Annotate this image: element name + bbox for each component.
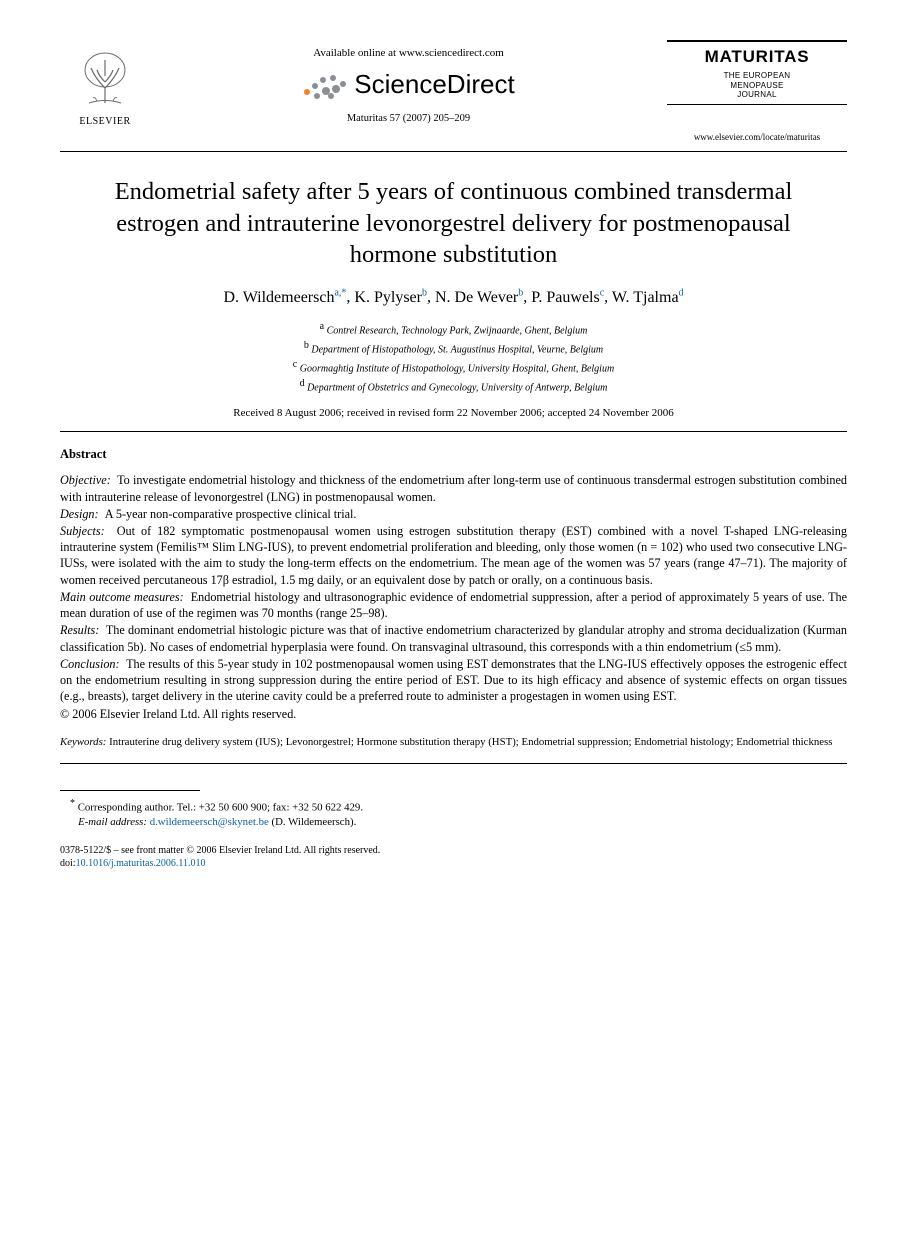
affiliation-text: Contrel Research, Technology Park, Zwijn… [327, 326, 588, 337]
available-online-text: Available online at www.sciencedirect.co… [150, 46, 667, 61]
abstract-conclusion: Conclusion: The results of this 5-year s… [60, 656, 847, 705]
affiliation-text: Goormaghtig Institute of Histopathology,… [300, 363, 614, 374]
author-item[interactable]: K. Pylyserb [354, 289, 427, 306]
affiliation-text: Department of Obstetrics and Gynecology,… [307, 382, 607, 393]
journal-name: MATURITAS [667, 46, 847, 69]
corresponding-mark: * [341, 287, 346, 298]
author-item[interactable]: N. De Weverb [435, 289, 523, 306]
section-label: Objective: [60, 473, 111, 487]
corr-mark: * [70, 798, 75, 809]
elsevier-label: ELSEVIER [60, 115, 150, 129]
journal-bottom-rule [667, 104, 847, 106]
section-text: The results of this 5-year study in 102 … [60, 657, 847, 703]
author-name: W. Tjalma [612, 289, 679, 306]
affiliation-item: a Contrel Research, Technology Park, Zwi… [60, 320, 847, 339]
abstract-top-rule [60, 431, 847, 432]
sciencedirect-logo: ScienceDirect [150, 67, 667, 102]
affiliation-item: b Department of Histopathology, St. Augu… [60, 339, 847, 358]
header-rule [60, 151, 847, 152]
keywords-label: Keywords: [60, 736, 106, 748]
journal-sub-b: MENOPAUSE [730, 81, 783, 90]
article-title: Endometrial safety after 5 years of cont… [90, 176, 817, 270]
section-label: Main outcome measures: [60, 590, 184, 604]
keywords-line: Keywords: Intrauterine drug delivery sys… [60, 735, 847, 750]
abstract-results: Results: The dominant endometrial histol… [60, 622, 847, 654]
journal-citation: Maturitas 57 (2007) 205–209 [150, 112, 667, 126]
elsevier-tree-icon [75, 48, 135, 108]
author-item[interactable]: P. Pauwelsc [531, 289, 604, 306]
journal-subtitle: THE EUROPEAN MENOPAUSE JOURNAL [667, 71, 847, 100]
corr-text: Corresponding author. Tel.: +32 50 600 9… [78, 802, 363, 814]
sciencedirect-dots-icon [302, 69, 348, 99]
page-footer: 0378-5122/$ – see front matter © 2006 El… [60, 844, 847, 871]
section-text: The dominant endometrial histologic pict… [60, 623, 847, 653]
author-name: D. Wildemeersch [223, 289, 334, 306]
corresponding-author: * Corresponding author. Tel.: +32 50 600… [70, 797, 847, 830]
doi-link[interactable]: 10.1016/j.maturitas.2006.11.010 [76, 858, 206, 869]
article-history: Received 8 August 2006; received in revi… [60, 406, 847, 421]
affiliations: a Contrel Research, Technology Park, Zwi… [60, 320, 847, 395]
abstract-copyright: © 2006 Elsevier Ireland Ltd. All rights … [60, 706, 847, 722]
abstract-design: Design: A 5-year non-comparative prospec… [60, 506, 847, 522]
abstract-body: Objective: To investigate endometrial hi… [60, 472, 847, 722]
affiliation-item: c Goormaghtig Institute of Histopatholog… [60, 358, 847, 377]
doi-label: doi: [60, 858, 76, 869]
journal-top-rule [667, 40, 847, 42]
doi-line: doi:10.1016/j.maturitas.2006.11.010 [60, 857, 847, 871]
email-label: E-mail address: [78, 816, 147, 828]
abstract-bottom-rule [60, 763, 847, 764]
header-center: Available online at www.sciencedirect.co… [150, 40, 667, 126]
sciencedirect-wordmark: ScienceDirect [354, 67, 514, 102]
author-name: P. Pauwels [531, 289, 599, 306]
section-label: Conclusion: [60, 657, 120, 671]
journal-sub-c: JOURNAL [737, 90, 776, 99]
abstract-outcome: Main outcome measures: Endometrial histo… [60, 589, 847, 621]
footnote-rule [60, 790, 200, 791]
abstract-heading: Abstract [60, 446, 847, 463]
author-item[interactable]: D. Wildemeerscha,* [223, 289, 346, 306]
author-aff-mark: d [679, 287, 684, 298]
affiliation-item: d Department of Obstetrics and Gynecolog… [60, 377, 847, 396]
author-aff-mark: b [422, 287, 427, 298]
author-name: N. De Wever [435, 289, 518, 306]
author-aff-mark: c [600, 287, 604, 298]
author-aff-mark: b [518, 287, 523, 298]
page-header: ELSEVIER Available online at www.science… [60, 40, 847, 143]
author-name: K. Pylyser [354, 289, 422, 306]
corresponding-email-link[interactable]: d.wildemeersch@skynet.be [150, 816, 269, 828]
elsevier-logo-block: ELSEVIER [60, 40, 150, 128]
abstract-objective: Objective: To investigate endometrial hi… [60, 472, 847, 504]
email-suffix: (D. Wildemeersch). [271, 816, 356, 828]
front-matter-line: 0378-5122/$ – see front matter © 2006 El… [60, 844, 847, 858]
keywords-text: Intrauterine drug delivery system (IUS);… [109, 736, 832, 748]
section-label: Subjects: [60, 524, 105, 538]
section-label: Results: [60, 623, 99, 637]
journal-sub-a: THE EUROPEAN [724, 71, 791, 80]
journal-brand-block: MATURITAS THE EUROPEAN MENOPAUSE JOURNAL… [667, 40, 847, 143]
abstract-subjects: Subjects: Out of 182 symptomatic postmen… [60, 523, 847, 588]
section-label: Design: [60, 507, 99, 521]
journal-url[interactable]: www.elsevier.com/locate/maturitas [667, 131, 847, 143]
section-text: Out of 182 symptomatic postmenopausal wo… [60, 524, 847, 587]
authors-line: D. Wildemeerscha,*, K. Pylyserb, N. De W… [60, 286, 847, 308]
author-item[interactable]: W. Tjalmad [612, 289, 684, 306]
section-text: A 5-year non-comparative prospective cli… [105, 507, 357, 521]
section-text: To investigate endometrial histology and… [60, 473, 847, 503]
affiliation-text: Department of Histopathology, St. August… [311, 345, 603, 356]
